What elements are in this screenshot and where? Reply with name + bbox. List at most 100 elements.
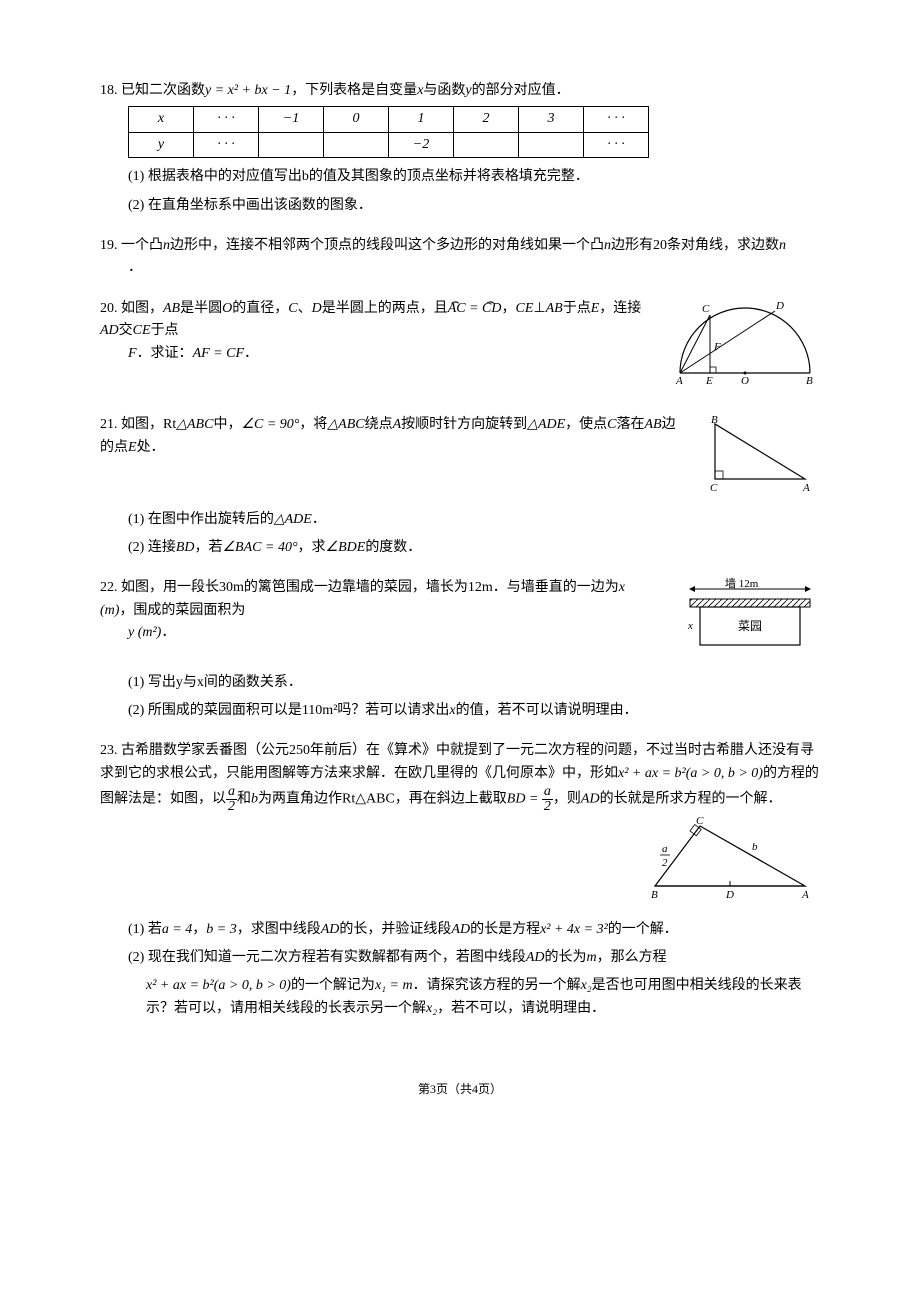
t: 吗？若可以请求出 (337, 703, 449, 718)
question-21: C B A 21. 如图，Rt△ABC中，∠C = 90°，将△ABC绕点A按顺… (100, 414, 820, 559)
t: AB (163, 301, 180, 316)
t: (2) 所围成的菜园面积可以是 (128, 703, 302, 718)
t: E (128, 440, 137, 455)
t: AB (645, 417, 662, 432)
t: b = 3 (206, 922, 236, 937)
t: 的长是方程 (470, 922, 540, 937)
t: ．请探究该方程的另一个解 (413, 978, 581, 993)
t: ，若不可以，请说明理由． (437, 1001, 605, 1016)
t: 落在 (617, 417, 645, 432)
t: 如图， (121, 301, 163, 316)
q18-s1: (1) 根据表格中的对应值写出b的值及其图象的顶点坐标并将表格填充完整． (128, 166, 820, 188)
t: x² + 4x = 3² (540, 922, 608, 937)
t: AD (451, 922, 470, 937)
t: ，围成的菜园面积为 (119, 603, 245, 618)
t: CE (516, 301, 534, 316)
cell: y (129, 132, 194, 157)
t: F (128, 346, 137, 361)
t: 边形中，连接不相邻两个顶点的线段叫这个多边形的对角线如果一个凸 (170, 238, 604, 253)
t: E (591, 301, 600, 316)
t: ，使点 (565, 417, 607, 432)
svg-text:B: B (651, 889, 658, 901)
t: x₂ (581, 978, 592, 993)
table-row: x · · · −1 0 1 2 3 · · · (129, 107, 649, 132)
t: x² + ax = b²(a > 0, b > 0) (618, 766, 763, 781)
svg-text:B: B (711, 414, 718, 426)
question-20: A B C D E F O 20. 如图，AB是半圆O的直径，C、D是半圆上的两… (100, 298, 820, 396)
q18-formula: y = x² + bx − 1 (205, 83, 291, 98)
t: 一个凸 (121, 238, 163, 253)
svg-text:a: a (662, 843, 668, 855)
t: 的一个解． (608, 922, 678, 937)
svg-text:墙 12m: 墙 12m (725, 577, 759, 590)
t: n (779, 238, 786, 253)
q23-num: 23. (100, 743, 118, 758)
t: ⊥ (533, 301, 545, 316)
t: CE (133, 323, 151, 338)
t: AD (526, 950, 545, 965)
t: 交 (119, 323, 133, 338)
t: 中， (213, 417, 241, 432)
t: 的长为 (545, 950, 587, 965)
q18-stem-d: 的部分对应值． (472, 83, 570, 98)
svg-text:B: B (806, 375, 813, 387)
q20-num: 20. (100, 301, 118, 316)
t: 于点 (151, 323, 179, 338)
svg-text:A: A (675, 375, 683, 387)
t: ，则 (553, 792, 581, 807)
t: ，再在斜边上截取 (395, 792, 507, 807)
svg-text:x: x (687, 620, 693, 632)
question-22: 墙 12m 菜园 x 22. 如图，用一段长30m的篱笆围成一边靠墙的菜园，墙长… (100, 577, 820, 722)
t: ，求 (298, 540, 326, 555)
cell: 1 (389, 107, 454, 132)
q22-s1: (1) 写出y与x间的函数关系． (128, 672, 820, 694)
t: A (393, 417, 402, 432)
t: ．与墙垂直的一边为 (493, 580, 619, 595)
cell: · · · (584, 132, 649, 157)
q18-stem-b: ，下列表格是自变量 (291, 83, 417, 98)
cell (324, 132, 389, 157)
t: b (251, 792, 258, 807)
svg-text:F: F (713, 341, 721, 353)
t: BD (176, 540, 195, 555)
t: △ADE (274, 512, 312, 527)
t: m (587, 950, 597, 965)
t: Rt (163, 417, 176, 432)
t: △ABC (176, 417, 213, 432)
t: 的长就是所求方程的一个解． (600, 792, 782, 807)
t: ．求证： (137, 346, 193, 361)
svg-text:C: C (702, 303, 710, 315)
frac-a2: a2 (226, 785, 237, 814)
q19-num: 19. (100, 238, 118, 253)
t: C (607, 417, 616, 432)
t: 的一个解记为 (291, 978, 375, 993)
t: 30m (219, 580, 244, 595)
t: Rt△ABC (342, 792, 395, 807)
svg-text:E: E (705, 375, 713, 387)
t: AD (321, 922, 340, 937)
arc-eq: ⌢AC = ⌢CD (448, 301, 502, 316)
t: (1) 在图中作出旋转后的 (128, 512, 274, 527)
t: ． (161, 625, 175, 640)
t: 为两直角边作 (258, 792, 342, 807)
q23-figure: B C A D a 2 b (640, 814, 820, 912)
t: 条对角线，求边数 (667, 238, 779, 253)
t: 、 (298, 301, 312, 316)
t: 于点 (563, 301, 591, 316)
svg-text:O: O (741, 375, 749, 387)
t: ∠C = 90° (241, 417, 299, 432)
svg-text:A: A (801, 889, 809, 901)
svg-text:菜园: 菜园 (738, 619, 762, 633)
t: ∠BDE (326, 540, 366, 555)
cell: −1 (259, 107, 324, 132)
cell: · · · (584, 107, 649, 132)
t: x₂ (426, 1001, 437, 1016)
q21-s2: (2) 连接BD，若∠BAC = 40°，求∠BDE的度数． (128, 537, 820, 559)
cell: −2 (389, 132, 454, 157)
q23-s2: (2) 现在我们知道一元二次方程若有实数解都有两个，若图中线段AD的长为m，那么… (128, 947, 820, 1020)
t: ，那么方程 (597, 950, 667, 965)
t: ，若 (195, 540, 223, 555)
t: AD (100, 323, 119, 338)
svg-text:C: C (696, 815, 704, 827)
t: △ADE (527, 417, 565, 432)
